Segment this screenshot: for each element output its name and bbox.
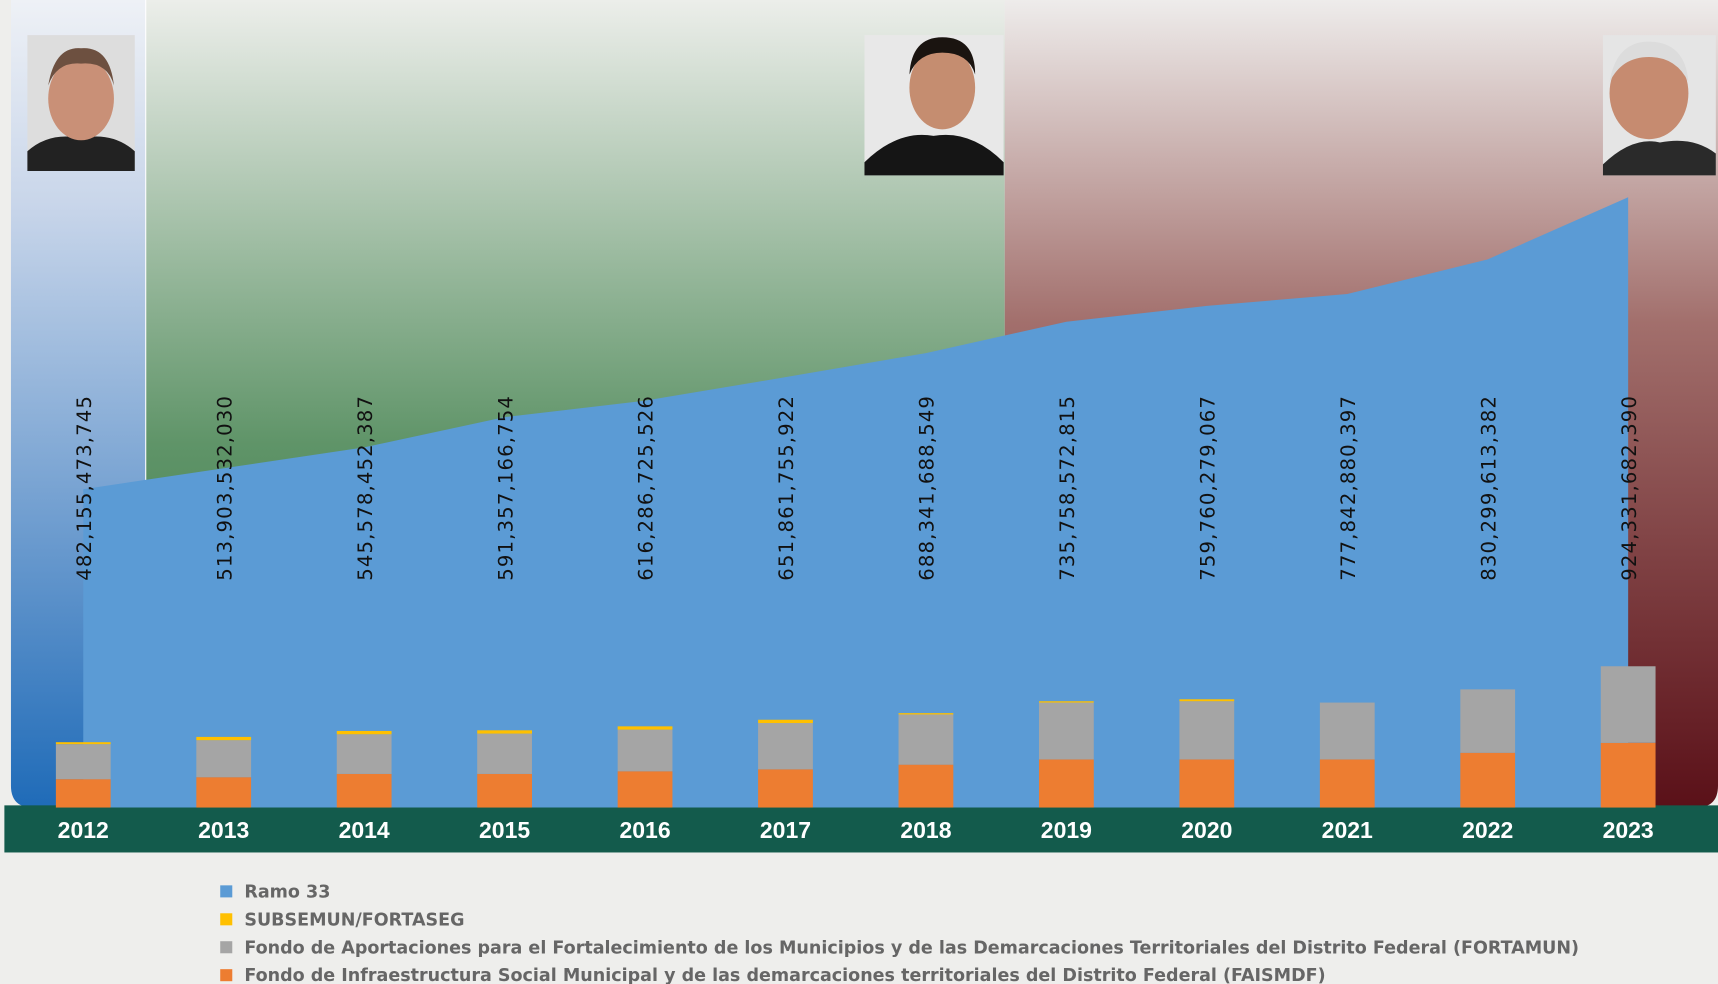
legend-label: Ramo 33 bbox=[244, 882, 330, 902]
bar-segment bbox=[617, 771, 673, 808]
bar-segment bbox=[1319, 702, 1375, 760]
value-label: 924,331,682,390 bbox=[1618, 395, 1641, 581]
bar-segment bbox=[1179, 699, 1235, 702]
bar-segment bbox=[898, 764, 954, 808]
bar-segment bbox=[1600, 666, 1656, 743]
value-label: 616,286,725,526 bbox=[635, 395, 658, 581]
year-band bbox=[4, 805, 1718, 853]
bar-segment bbox=[617, 726, 673, 730]
bar-segment bbox=[55, 744, 111, 780]
bar-segment bbox=[55, 742, 111, 745]
x-tick-label: 2020 bbox=[1181, 817, 1232, 843]
value-label: 651,861,755,922 bbox=[775, 395, 798, 581]
bar-segment bbox=[336, 773, 392, 808]
bar-segment bbox=[758, 719, 813, 724]
bar-segment bbox=[898, 713, 954, 715]
bar-segment bbox=[336, 734, 392, 774]
bar-segment bbox=[1179, 701, 1235, 760]
bar-segment bbox=[1038, 759, 1094, 808]
bar-segment bbox=[477, 773, 532, 808]
legend-swatch bbox=[220, 969, 233, 982]
x-tick-label: 2017 bbox=[760, 817, 811, 843]
value-label: 759,760,279,067 bbox=[1196, 395, 1219, 581]
legend-swatch bbox=[220, 941, 233, 954]
legend-label: SUBSEMUN/FORTASEG bbox=[244, 910, 464, 930]
bar-segment bbox=[898, 714, 954, 765]
value-label: 545,578,452,387 bbox=[354, 395, 377, 581]
area bbox=[83, 197, 1629, 808]
bar-segment bbox=[1460, 752, 1516, 808]
bar-segment bbox=[477, 730, 532, 734]
x-tick-label: 2022 bbox=[1462, 817, 1513, 843]
bar-segment bbox=[1319, 759, 1375, 808]
bar-segment bbox=[1460, 689, 1516, 753]
x-tick-label: 2021 bbox=[1322, 817, 1373, 843]
bar-segment bbox=[1038, 702, 1094, 760]
bar-segment bbox=[1600, 742, 1656, 808]
value-label: 591,357,166,754 bbox=[494, 395, 517, 581]
bar-segment bbox=[196, 777, 252, 808]
x-tick-label: 2023 bbox=[1603, 817, 1654, 843]
x-tick-label: 2018 bbox=[900, 817, 951, 843]
value-label: 777,842,880,397 bbox=[1337, 395, 1360, 581]
value-label: 688,341,688,549 bbox=[916, 395, 939, 581]
portraits bbox=[27, 35, 1716, 176]
x-tick-label: 2016 bbox=[619, 817, 670, 843]
bar-segment bbox=[758, 723, 813, 770]
value-label: 513,903,532,030 bbox=[213, 395, 236, 581]
x-tick-label: 2015 bbox=[479, 817, 530, 843]
bar-segment bbox=[55, 779, 111, 808]
value-label: 735,758,572,815 bbox=[1056, 395, 1079, 581]
bar-segment bbox=[196, 740, 252, 778]
x-tick-label: 2012 bbox=[58, 817, 109, 843]
value-label: 830,299,613,382 bbox=[1477, 395, 1500, 581]
x-tick-label: 2019 bbox=[1041, 817, 1092, 843]
x-tick-label: 2013 bbox=[198, 817, 249, 843]
bar-segment bbox=[477, 733, 532, 774]
x-tick-label: 2014 bbox=[339, 817, 390, 843]
legend-label: Fondo de Aportaciones para el Fortalecim… bbox=[244, 938, 1579, 958]
bar-segment bbox=[1179, 759, 1235, 808]
bar-segment bbox=[758, 769, 813, 808]
bar-segment bbox=[1038, 701, 1094, 703]
bar-segment bbox=[617, 729, 673, 772]
bar-segment bbox=[336, 730, 392, 735]
legend-label: Fondo de Infraestructura Social Municipa… bbox=[244, 966, 1325, 984]
legend-swatch bbox=[220, 885, 233, 898]
bar-segment bbox=[196, 736, 252, 741]
legend-swatch bbox=[220, 913, 233, 926]
value-label: 482,155,473,745 bbox=[73, 395, 96, 581]
